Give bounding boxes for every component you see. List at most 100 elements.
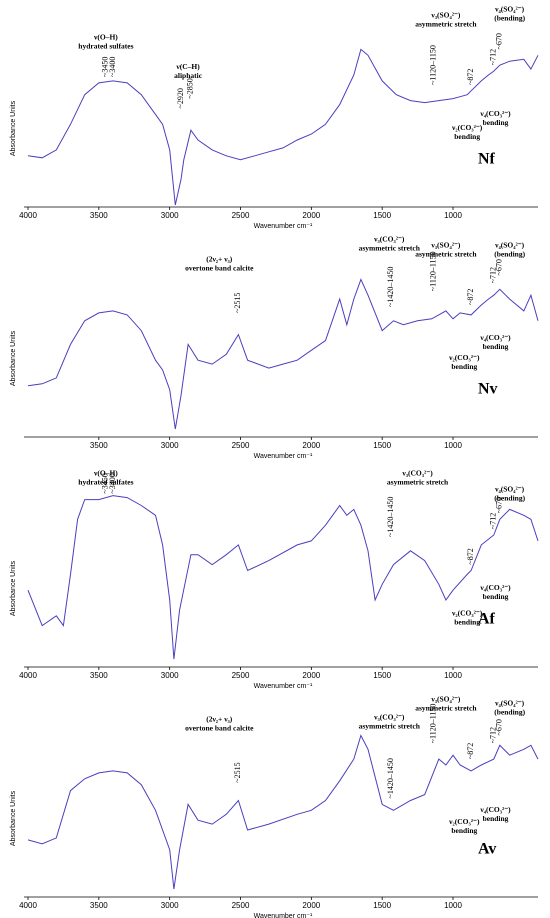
peak-label: ~3400 [108, 57, 117, 77]
x-tick-label: 3000 [161, 671, 179, 680]
peak-label: ~712 [489, 49, 498, 65]
sample-label: Av [478, 841, 496, 858]
annotation: ν₄(CO₃²⁻) [479, 109, 511, 118]
annotation: ν₃(CO₃²⁻) [373, 235, 405, 244]
annotation: (2ν₂+ ν₃) [206, 714, 233, 723]
peak-label: ~1120–1150 [429, 704, 438, 744]
x-tick-label: 3500 [90, 441, 108, 450]
annotation: ν(O–H) [93, 469, 118, 478]
annotation: aliphatic [174, 71, 203, 80]
x-axis-label: Wavenumber cm⁻¹ [254, 223, 313, 230]
spectrum-line [27, 734, 539, 890]
annotation: asymmetric stretch [359, 244, 421, 253]
x-tick-label: 2500 [232, 441, 250, 450]
y-axis-label: Absorbance Units [10, 560, 17, 616]
annotation: (bending) [494, 708, 525, 717]
peak-label: ~1420–1450 [386, 497, 395, 537]
x-tick-label: 1500 [373, 441, 391, 450]
x-tick-label: 2000 [302, 901, 320, 910]
annotation: ν₄(SO₄²⁻) [494, 484, 525, 493]
annotation: ν₄(CO₃²⁻) [479, 333, 511, 342]
x-tick-label: 1500 [373, 901, 391, 910]
peak-label: ~1120–1150 [429, 45, 438, 85]
annotation: bending [483, 342, 509, 351]
peak-label: ~712 [489, 267, 498, 283]
peak-label: ~3450 [101, 473, 110, 493]
annotation: ν₃(SO₄²⁻) [430, 11, 461, 20]
annotation: bending [454, 618, 480, 627]
peak-label: ~3450 [101, 57, 110, 77]
x-tick-label: 2500 [232, 901, 250, 910]
peak-label: ~670 [495, 497, 504, 513]
x-axis-label: Wavenumber cm⁻¹ [254, 913, 313, 918]
annotation: bending [483, 592, 509, 601]
x-tick-label: 1000 [444, 211, 462, 220]
annotation: ν(C–H) [175, 62, 200, 71]
x-tick-label: 3500 [90, 901, 108, 910]
annotation: asymmetric stretch [415, 20, 477, 29]
annotation: (bending) [494, 250, 525, 259]
x-tick-label: 2000 [302, 671, 320, 680]
annotation: ν₂(CO₃²⁻) [448, 353, 480, 362]
peak-label: ~670 [495, 33, 504, 49]
peak-label: ~1420–1450 [386, 758, 395, 798]
annotation: ν₂(CO₃²⁻) [448, 817, 480, 826]
annotation: ν₄(SO₄²⁻) [494, 699, 525, 708]
annotation: ν₄(CO₃²⁻) [479, 583, 511, 592]
x-tick-label: 1500 [373, 671, 391, 680]
spectrum-line [27, 48, 539, 206]
x-tick-label: 3000 [161, 901, 179, 910]
x-tick-label: 3000 [161, 211, 179, 220]
spectrum-line [27, 278, 539, 430]
annotation: ν₃(CO₃²⁻) [373, 712, 405, 721]
x-axis-label: Wavenumber cm⁻¹ [254, 683, 313, 690]
annotation: asymmetric stretch [359, 721, 421, 730]
x-tick-label: 2500 [232, 211, 250, 220]
y-axis-label: Absorbance Units [10, 790, 17, 846]
peak-label: ~872 [466, 548, 475, 564]
x-tick-label: 1500 [373, 211, 391, 220]
peak-label: ~670 [495, 719, 504, 735]
annotation: ν₃(CO₃²⁻) [401, 469, 433, 478]
annotation: ν₄(CO₃²⁻) [479, 805, 511, 814]
annotation: asymmetric stretch [387, 478, 449, 487]
annotation: ν₂(CO₃²⁻) [451, 123, 483, 132]
y-axis-label: Absorbance Units [10, 330, 17, 386]
x-tick-label: 3500 [90, 211, 108, 220]
peak-label: ~2515 [233, 762, 242, 782]
annotation: (bending) [494, 14, 525, 23]
annotation: overtone band calcite [185, 723, 254, 732]
annotation: overtone band calcite [185, 263, 254, 272]
peak-label: ~872 [466, 743, 475, 759]
annotation: asymmetric stretch [415, 250, 477, 259]
annotation: bending [454, 132, 480, 141]
peak-label: ~872 [466, 289, 475, 305]
x-tick-label: 3500 [90, 671, 108, 680]
sample-label: Nf [478, 151, 496, 168]
x-tick-label: 2000 [302, 441, 320, 450]
x-tick-label: 3000 [161, 441, 179, 450]
y-axis-label: Absorbance Units [10, 100, 17, 156]
annotation: (2ν₂+ ν₃) [206, 254, 233, 263]
x-tick-label: 4000 [19, 671, 37, 680]
annotation: ν(O–H) [93, 32, 118, 41]
peak-label: ~1120–1150 [429, 251, 438, 291]
annotation: bending [483, 814, 509, 823]
peak-label: ~2920 [176, 88, 185, 108]
x-tick-label: 4000 [19, 211, 37, 220]
annotation: asymmetric stretch [415, 704, 477, 713]
sample-label: Af [478, 611, 496, 628]
peak-label: ~2515 [233, 293, 242, 313]
x-tick-label: 2500 [232, 671, 250, 680]
annotation: ν₄(SO₄²⁻) [494, 241, 525, 250]
x-tick-label: 1000 [444, 441, 462, 450]
x-tick-label: 2000 [302, 211, 320, 220]
spectrum-line [27, 495, 539, 660]
annotation: ν₂(CO₃²⁻) [451, 609, 483, 618]
annotation: (bending) [494, 493, 525, 502]
x-tick-label: 4000 [19, 901, 37, 910]
peak-label: ~3400 [108, 473, 117, 493]
peak-label: ~670 [495, 259, 504, 275]
peak-label: ~712 [489, 513, 498, 529]
